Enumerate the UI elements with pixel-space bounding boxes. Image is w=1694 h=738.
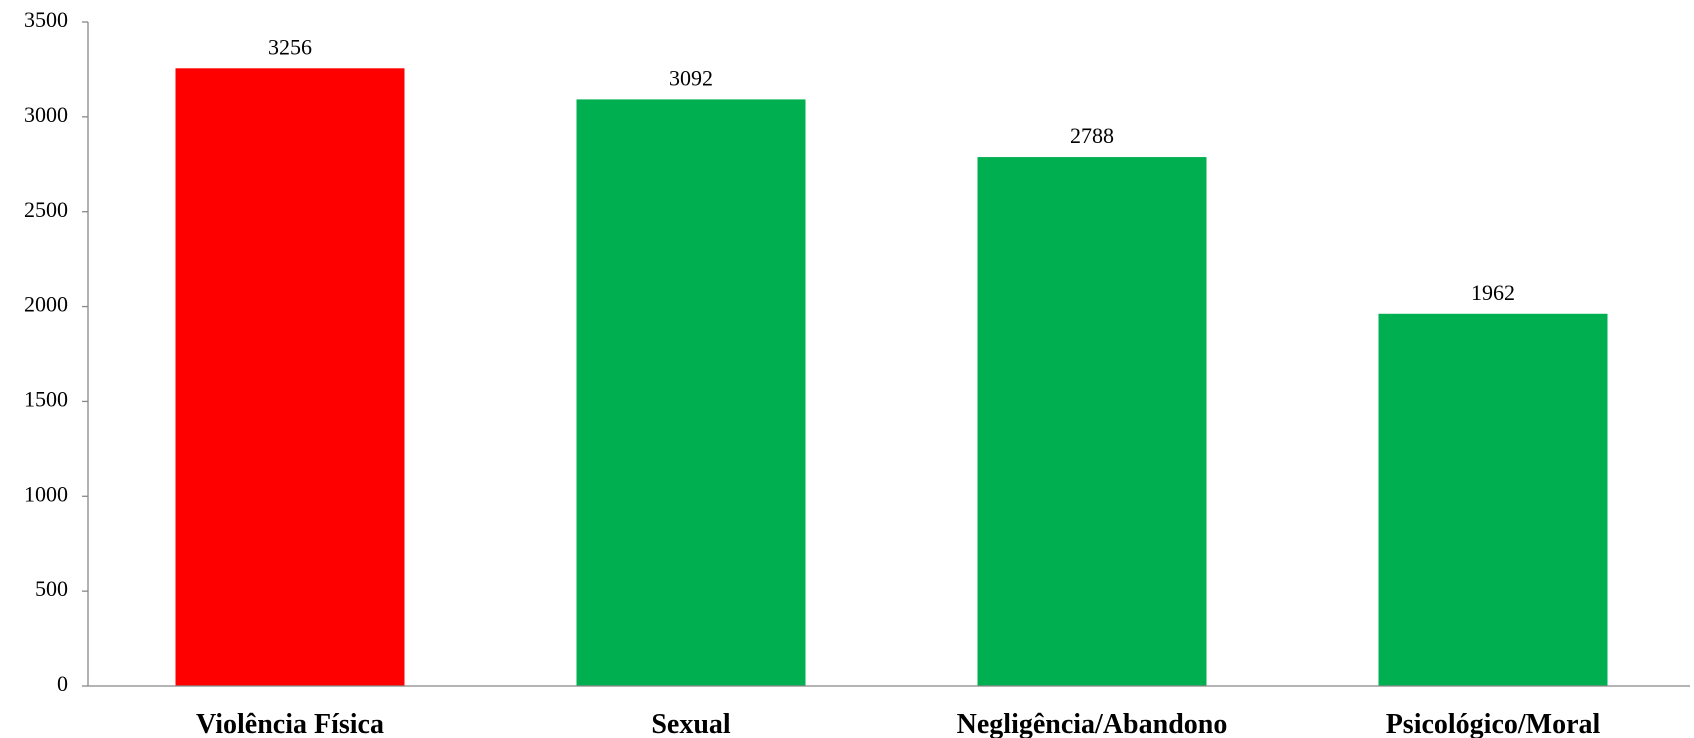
y-tick-label: 3500 <box>24 7 68 32</box>
y-tick-label: 3000 <box>24 102 68 127</box>
category-label: Violência Física <box>196 709 384 738</box>
category-label: Psicológico/Moral <box>1386 709 1601 738</box>
bar <box>576 99 806 686</box>
bar <box>977 157 1207 687</box>
data-label: 1962 <box>1471 280 1515 305</box>
y-tick-label: 1500 <box>24 386 68 411</box>
y-tick-label: 1000 <box>24 481 68 506</box>
category-label: Negligência/Abandono <box>957 709 1228 738</box>
y-tick-label: 0 <box>57 671 68 696</box>
y-axis-ticks: 0 500 1000 1500 2000 2500 3000 3500 <box>24 7 88 696</box>
bars <box>175 68 1608 687</box>
bar <box>175 68 405 686</box>
bar <box>1378 313 1608 686</box>
category-labels: Violência Física Sexual Negligência/Abando… <box>196 709 1600 738</box>
data-label: 3256 <box>268 34 312 59</box>
y-tick-label: 500 <box>35 576 68 601</box>
category-label: Sexual <box>651 709 731 738</box>
y-tick-label: 2500 <box>24 197 68 222</box>
data-label: 3092 <box>669 65 713 90</box>
data-label: 2788 <box>1070 123 1114 148</box>
data-labels: 3256 3092 2788 1962 <box>268 34 1515 304</box>
y-tick-label: 2000 <box>24 292 68 317</box>
